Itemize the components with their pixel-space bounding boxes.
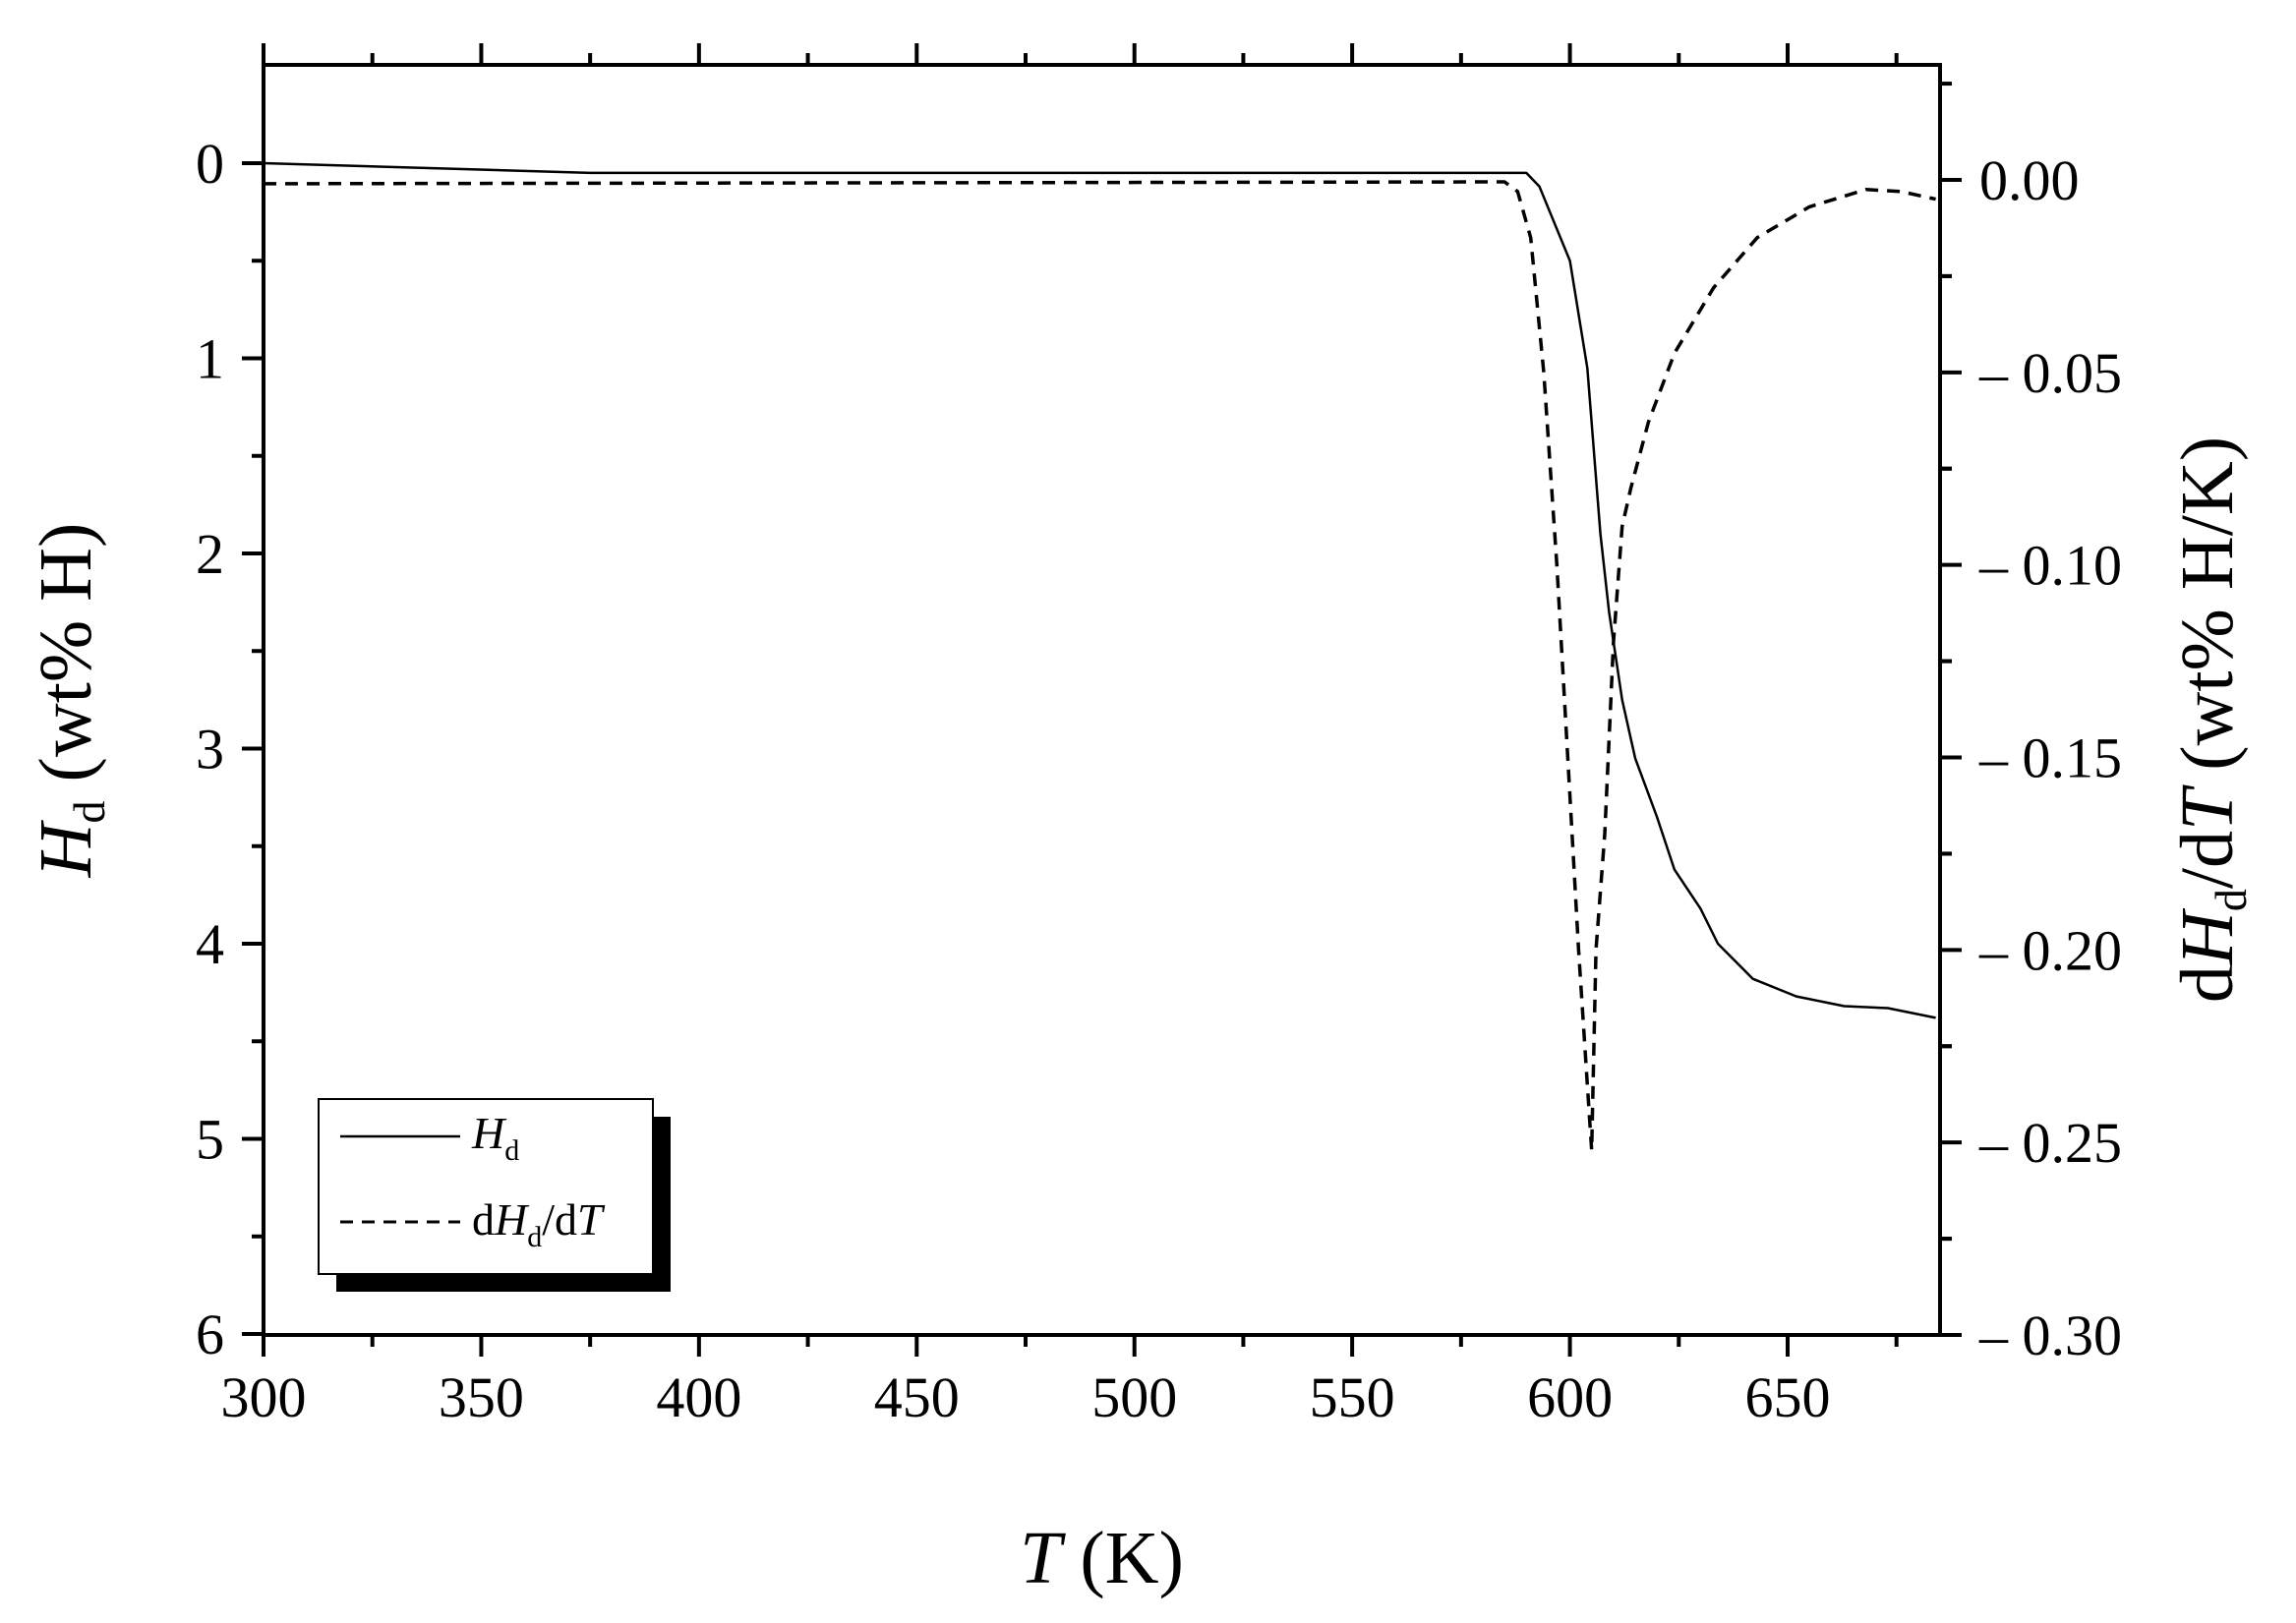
legend-label-dhddt: dHd/dT bbox=[472, 1194, 606, 1253]
x-tick-label: 400 bbox=[656, 1365, 741, 1429]
legend-label-hd: Hd bbox=[471, 1108, 519, 1167]
x-tick-label: 450 bbox=[874, 1365, 960, 1429]
series-line-hd bbox=[263, 161, 1936, 1019]
x-tick-label: 350 bbox=[439, 1365, 524, 1429]
y-right-tick-label: – 0.25 bbox=[1978, 1111, 2122, 1175]
x-tick-label: 600 bbox=[1527, 1365, 1613, 1429]
y-right-axis-title: dHd/dT (wt% H/K) bbox=[2166, 436, 2256, 1003]
x-tick-label: 550 bbox=[1310, 1365, 1395, 1429]
y-left-axis-title: Hd (wt% H) bbox=[25, 523, 114, 879]
y-left-tick-label: 2 bbox=[196, 522, 224, 586]
x-tick-label: 300 bbox=[221, 1365, 307, 1429]
y-left-tick-label: 5 bbox=[196, 1108, 224, 1172]
y-right-tick-label: – 0.20 bbox=[1978, 918, 2122, 982]
y-left-tick-label: 1 bbox=[196, 327, 224, 391]
y-left-tick-label: 3 bbox=[196, 718, 224, 782]
x-tick-label: 500 bbox=[1091, 1365, 1177, 1429]
y-right-tick-label: 0.00 bbox=[1979, 148, 2080, 212]
y-left-tick-label: 6 bbox=[196, 1303, 224, 1366]
y-right-tick-label: – 0.15 bbox=[1978, 726, 2122, 790]
legend-box bbox=[318, 1098, 654, 1275]
y-right-tick-label: – 0.10 bbox=[1978, 534, 2122, 598]
x-axis-title: T (K) bbox=[1020, 1517, 1184, 1599]
series-line-dhddt bbox=[263, 180, 1936, 1152]
tick-labels: 300 350 400 450 500 550 600 650 0 1 2 3 4 5 6 0.00 – 0.0… bbox=[196, 132, 2122, 1429]
y-right-tick-label: – 0.05 bbox=[1978, 341, 2122, 405]
plot-frame bbox=[262, 63, 1942, 1337]
y-right-tick-label: – 0.30 bbox=[1978, 1304, 2122, 1367]
y-left-tick-label: 0 bbox=[196, 132, 224, 196]
y-left-tick-label: 4 bbox=[196, 912, 224, 976]
x-tick-label: 650 bbox=[1745, 1365, 1831, 1429]
legend: Hd dHd/dT bbox=[318, 1098, 671, 1292]
plot-series bbox=[263, 161, 1936, 1152]
